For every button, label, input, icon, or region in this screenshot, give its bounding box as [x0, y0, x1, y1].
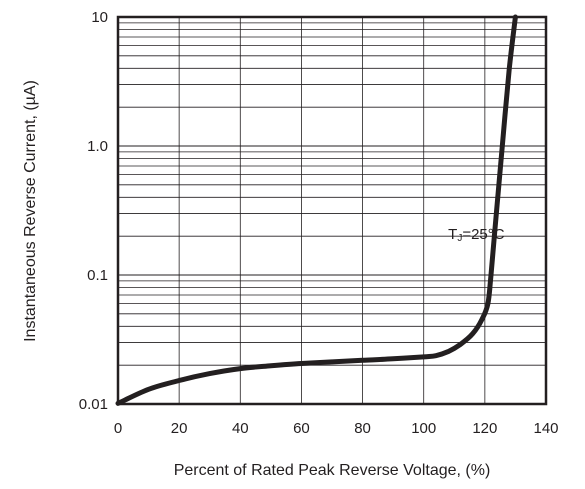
x-tick-label: 40 — [232, 420, 249, 437]
temperature-annotation: TJ=25°C — [448, 226, 505, 244]
plot-border — [116, 15, 548, 406]
y-tick-label: 10 — [91, 9, 108, 26]
y-tick-label: 0.1 — [87, 267, 108, 284]
x-tick-labels: 0 20 40 60 80 100 120 140 — [114, 420, 559, 437]
x-tick-label: 20 — [171, 420, 188, 437]
x-tick-label: 60 — [293, 420, 310, 437]
x-tick-label: 100 — [411, 420, 436, 437]
x-tick-label: 0 — [114, 420, 122, 437]
x-tick-label: 120 — [472, 420, 497, 437]
series-group — [115, 14, 518, 406]
x-tick-label: 140 — [533, 420, 558, 437]
y-axis-title: Instantaneous Reverse Current, (µA) — [22, 80, 39, 342]
plot-frame — [116, 15, 548, 406]
grid-lines — [118, 17, 546, 404]
y-tick-labels: 0.01 0.1 1.0 10 — [79, 9, 108, 413]
x-tick-label: 80 — [354, 420, 371, 437]
y-tick-label: 0.01 — [79, 396, 108, 413]
annotation-main: T — [448, 226, 457, 243]
annotation-subscript: J — [457, 233, 462, 244]
y-tick-label: 1.0 — [87, 138, 108, 155]
annotation-rest: =25°C — [462, 226, 504, 243]
reverse-current-curve — [115, 14, 518, 406]
x-axis-title: Percent of Rated Peak Reverse Voltage, (… — [174, 462, 491, 479]
